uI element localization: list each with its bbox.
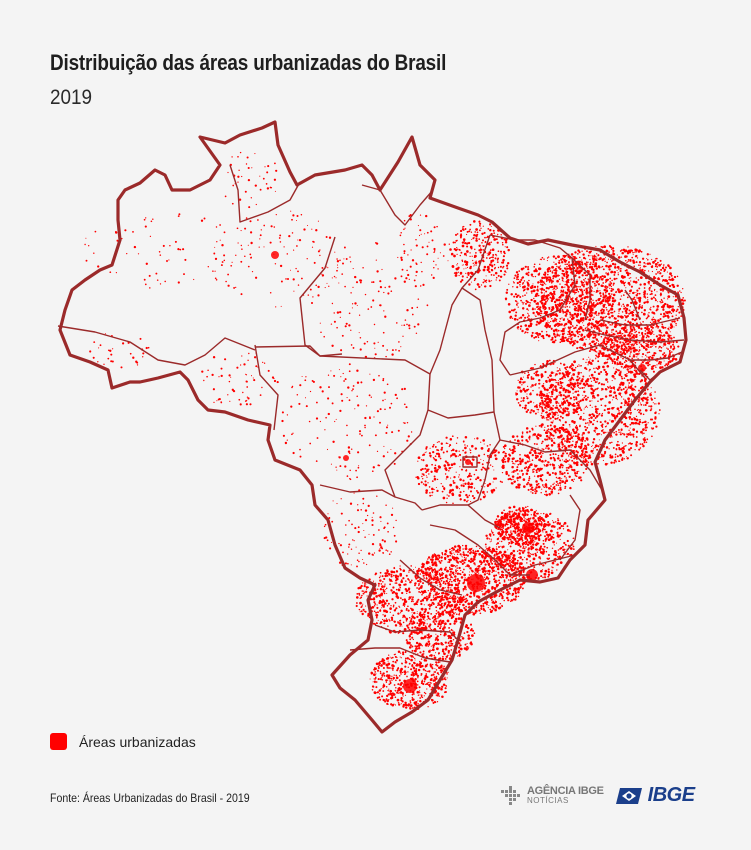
border-df (462, 456, 478, 468)
brazil-outline (58, 120, 688, 734)
border-sc-rs (349, 647, 451, 663)
border-am-ac (57, 325, 256, 366)
border-ba-mg (499, 439, 603, 491)
border-ro-mt (254, 344, 279, 431)
border-go-mg (467, 439, 501, 506)
border-ce-rn (624, 289, 641, 321)
agencia-sub: NOTÍCIAS (527, 795, 569, 805)
legend-swatch (50, 733, 67, 750)
border-ap (361, 184, 434, 226)
border-sp-mg (429, 524, 530, 576)
legend-label: Áreas urbanizadas (79, 733, 196, 750)
urban-areas-layer (84, 151, 686, 710)
state-borders (57, 164, 685, 663)
border-pa-mt (254, 345, 431, 375)
border-mt-ms (319, 484, 423, 511)
map-legend: Áreas urbanizadas (50, 733, 196, 750)
border-to-go (427, 409, 501, 441)
border-pa-to (429, 234, 491, 375)
border-ba-pe (509, 344, 646, 379)
agencia-ibge-logo: AGÊNCIA IBGE NOTÍCIAS (500, 784, 604, 806)
border-pr-sc (374, 624, 459, 641)
border-to-ma (461, 287, 495, 413)
agencia-name: AGÊNCIA IBGE (527, 784, 604, 797)
border-mg-rj (509, 554, 576, 576)
border-rn-pb (599, 317, 681, 326)
border-am-pa (299, 236, 343, 357)
logos: AGÊNCIA IBGE NOTÍCIAS IBGE (500, 784, 695, 807)
border-ma-pi (489, 234, 576, 376)
ibge-wordmark: IBGE (647, 784, 695, 806)
border-rr (229, 164, 301, 223)
ibge-logo: IBGE (615, 784, 695, 807)
border-pb-pe (584, 329, 685, 343)
map-subtitle: 2019 (50, 86, 93, 109)
agencia-ibge-logo-icon (501, 785, 520, 805)
map-title: Distribuição das áreas urbanizadas do Br… (50, 50, 447, 75)
border-ms-pr (399, 559, 463, 596)
border-ms-sp (421, 504, 501, 529)
border-pe-al (630, 351, 683, 361)
ibge-flag-icon (615, 787, 642, 804)
source-note: Fonte: Áreas Urbanizadas do Brasil - 201… (50, 791, 250, 805)
border-mt-go (384, 373, 431, 498)
border-mg-es (559, 494, 581, 561)
border-pi-ce (571, 257, 591, 321)
